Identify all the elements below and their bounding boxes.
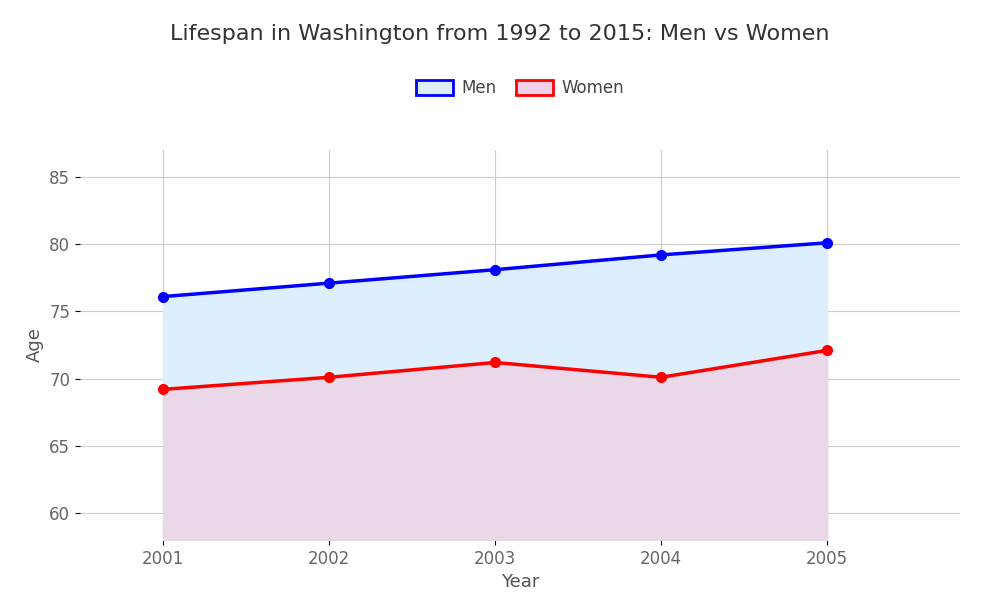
X-axis label: Year: Year (501, 573, 539, 591)
Y-axis label: Age: Age (26, 328, 44, 362)
Legend: Men, Women: Men, Women (409, 73, 631, 104)
Text: Lifespan in Washington from 1992 to 2015: Men vs Women: Lifespan in Washington from 1992 to 2015… (170, 24, 830, 44)
